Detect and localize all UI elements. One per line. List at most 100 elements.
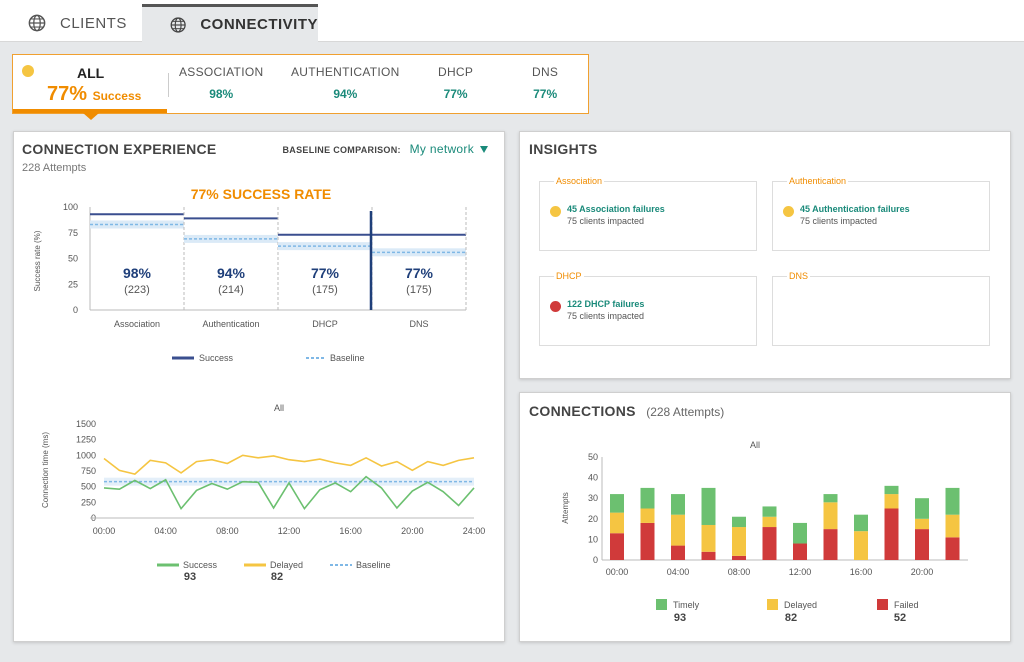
attempt-count-label: (223) (124, 284, 150, 296)
bar-segment-failed[interactable] (884, 508, 899, 561)
success-series-line (103, 475, 475, 511)
success-percent-label: 94% (217, 265, 246, 281)
insight-failures-link[interactable]: 45 Association failures (567, 204, 665, 214)
y-tick-label: 75 (68, 228, 78, 238)
bar-segment-failed[interactable] (823, 529, 838, 560)
y-tick-label: 10 (588, 534, 598, 544)
x-tick-label: 20:00 (401, 526, 424, 536)
metric-dhcp[interactable]: DHCP 77% (438, 65, 473, 101)
x-tick-label: 20:00 (911, 567, 934, 577)
chart-subtitle: All (274, 403, 284, 413)
metric-value: 94% (333, 87, 358, 101)
y-tick-label: 0 (73, 305, 78, 315)
metric-association[interactable]: ASSOCIATION 98% (179, 65, 263, 101)
y-tick-label: 50 (68, 254, 78, 264)
insight-failures-link[interactable]: 45 Authentication failures (800, 204, 910, 214)
bar-segment-timely[interactable] (884, 485, 899, 495)
insight-card-dhcp[interactable]: DHCP 122 DHCP failures 75 clients impact… (539, 271, 757, 346)
y-axis-label: Success rate (%) (33, 230, 42, 291)
bar-segment-failed[interactable] (671, 545, 685, 560)
bar-segment-delayed[interactable] (671, 514, 685, 546)
legend-label-delayed: Delayed (270, 560, 303, 570)
attempt-count-label: (214) (218, 284, 244, 296)
connections-chart: All Attempts 0 10 20 30 40 50 00:00 04:00 08:00… (561, 440, 968, 624)
y-tick-label: 40 (588, 473, 598, 483)
tab-connectivity-label: CONNECTIVITY (200, 16, 318, 33)
metric-label: ASSOCIATION (179, 65, 264, 79)
attempts-count: (228 Attempts) (646, 405, 725, 419)
warning-dot-icon (550, 206, 561, 217)
legend-label-failed: Failed (894, 600, 919, 610)
insight-card-title: Association (554, 176, 605, 186)
y-tick-label: 500 (81, 482, 96, 492)
insight-card-title: DNS (787, 271, 811, 281)
tab-connectivity[interactable]: CONNECTIVITY (142, 4, 318, 42)
divider (168, 73, 169, 97)
baseline-dropdown[interactable]: My network (410, 142, 488, 156)
bar-segment-delayed[interactable] (701, 524, 716, 552)
tab-clients-label: CLIENTS (60, 14, 127, 32)
bar-segment-delayed[interactable] (762, 516, 777, 528)
x-tick-label: 08:00 (216, 526, 239, 536)
panel-title: INSIGHTS (529, 141, 598, 157)
bar-segment-delayed[interactable] (854, 531, 868, 560)
legend-total-success: 93 (184, 571, 196, 583)
bar-segment-delayed[interactable] (915, 518, 929, 530)
x-tick-label: 24:00 (463, 526, 486, 536)
bar-segment-timely[interactable] (945, 487, 960, 515)
insight-impact-text: 75 clients impacted (567, 311, 645, 321)
bar-segment-delayed[interactable] (640, 508, 655, 523)
insight-failures-link[interactable]: 122 DHCP failures (567, 299, 645, 309)
y-tick-label: 50 (588, 452, 598, 462)
bar-segment-failed[interactable] (732, 555, 746, 560)
bar-segment-delayed[interactable] (945, 514, 960, 538)
connection-experience-panel: CONNECTION EXPERIENCE 228 Attempts BASEL… (13, 131, 505, 642)
bar-segment-timely[interactable] (762, 506, 777, 517)
x-tick-label: 04:00 (667, 567, 690, 577)
insight-card-authentication[interactable]: Authentication 45 Authentication failure… (772, 176, 990, 251)
metric-dns[interactable]: DNS 77% (532, 65, 558, 101)
insight-row: 122 DHCP failures 75 clients impacted (550, 299, 644, 321)
metric-all-percent: 77% (47, 83, 88, 105)
bar-segment-failed[interactable] (610, 533, 624, 560)
x-tick-label: Authentication (202, 319, 259, 329)
bar-segment-delayed[interactable] (884, 494, 899, 509)
bar-segment-delayed[interactable] (732, 527, 746, 556)
bar-segment-timely[interactable] (640, 487, 655, 509)
baseline-comparison: BASELINE COMPARISON: My network (282, 142, 488, 156)
metric-strip: ALL 77% Success ASSOCIATION 98% AUTHENTI… (12, 54, 589, 120)
bar-segment-timely[interactable] (915, 498, 929, 519)
bar-segment-failed[interactable] (915, 529, 929, 560)
y-tick-label: 20 (588, 514, 598, 524)
tab-clients[interactable]: CLIENTS (0, 4, 142, 42)
bar-segment-failed[interactable] (793, 543, 807, 560)
legend-swatch-failed (877, 599, 888, 610)
bar-segment-timely[interactable] (701, 487, 716, 525)
bar-segment-timely[interactable] (610, 494, 624, 513)
bar-segment-failed[interactable] (762, 527, 777, 560)
selected-caret (83, 113, 99, 120)
chart-title: 77% SUCCESS RATE (191, 186, 332, 202)
globe-icon (170, 16, 186, 33)
bar-segment-timely[interactable] (732, 516, 746, 528)
legend-total-delayed: 82 (271, 571, 283, 583)
metric-value: 77% (533, 87, 558, 101)
bar-segment-timely[interactable] (671, 494, 685, 515)
bar-segment-failed[interactable] (701, 551, 716, 560)
bar-segment-failed[interactable] (640, 522, 655, 560)
legend-label-timely: Timely (673, 600, 700, 610)
success-percent-label: 77% (311, 265, 340, 281)
insight-card-dns[interactable]: DNS (772, 271, 990, 346)
bar-segment-failed[interactable] (945, 537, 960, 560)
bar-segment-delayed[interactable] (610, 512, 624, 534)
bar-segment-timely[interactable] (793, 522, 807, 544)
bar-segment-timely[interactable] (854, 514, 868, 532)
x-tick-label: Association (114, 319, 160, 329)
bar-segment-timely[interactable] (823, 494, 838, 503)
metric-authentication[interactable]: AUTHENTICATION 94% (291, 65, 400, 101)
bar-segment-delayed[interactable] (823, 502, 838, 530)
metric-all[interactable]: ALL 77% Success (13, 55, 167, 113)
y-tick-label: 30 (588, 493, 598, 503)
insight-card-association[interactable]: Association 45 Association failures 75 c… (539, 176, 757, 251)
legend-swatch-delayed (767, 599, 778, 610)
